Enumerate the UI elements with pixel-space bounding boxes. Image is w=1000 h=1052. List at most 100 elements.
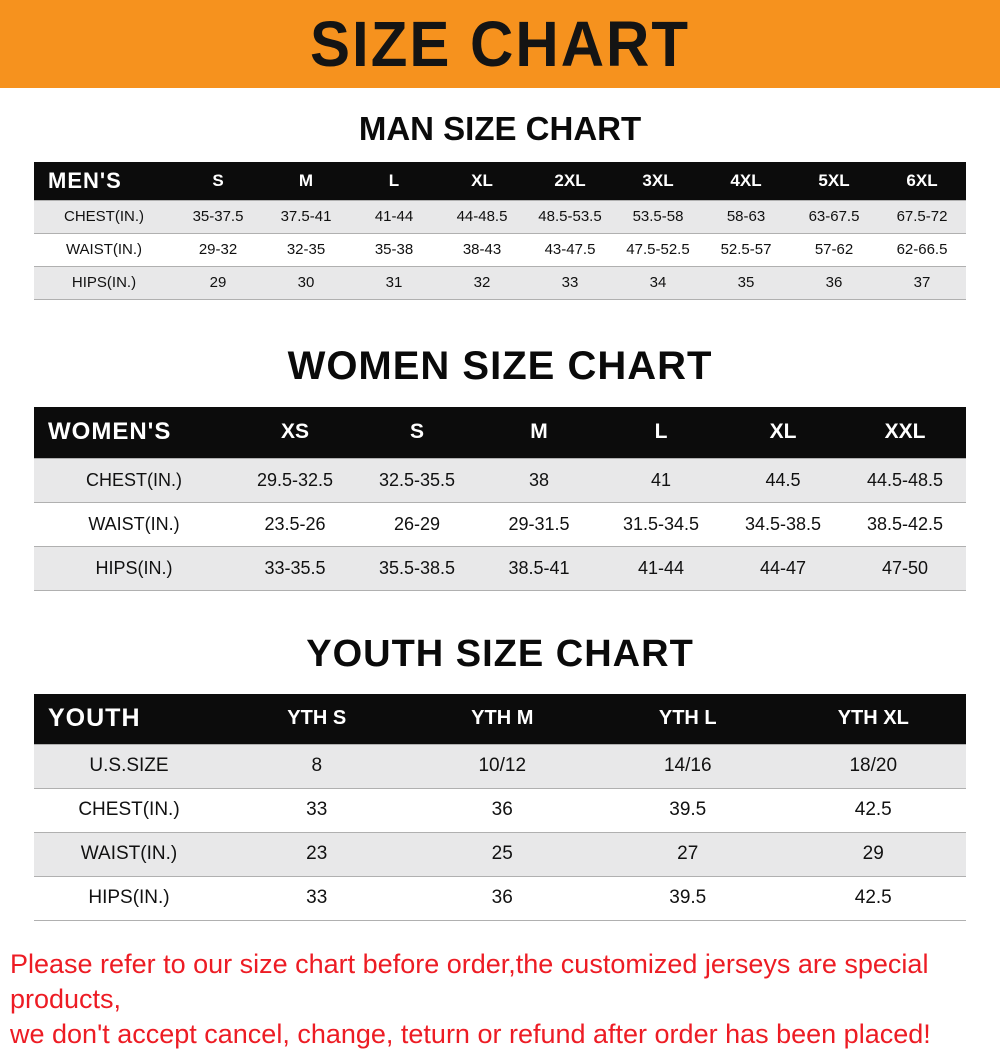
row-label: HIPS(IN.) [95, 558, 173, 578]
table-row: WAIST(IN.) 23.5-26 26-29 29-31.5 31.5-34.5 34… [34, 502, 966, 547]
column-header: XL [769, 420, 797, 444]
table-cell: 67.5-72 [896, 208, 948, 225]
header-row: MEN'S S M L XL 2XL 3XL 4XL 5XL 6XL [34, 162, 966, 200]
table-cell: 29-31.5 [508, 514, 570, 534]
header-row: WOMEN'S XS S M L XL XXL [34, 406, 966, 459]
table-cell: 23 [306, 843, 328, 864]
man-size-table: MEN'S S M L XL 2XL 3XL 4XL 5XL 6XL CHEST(IN.) 35-37… [34, 162, 966, 300]
table-row: HIPS(IN.) 33-35.5 35.5-38.5 38.5-41 41-44 44-… [34, 546, 966, 591]
table-cell: 47.5-52.5 [626, 241, 690, 258]
table-corner-label: WOMEN'S [48, 418, 172, 446]
table-cell: 44.5-48.5 [866, 470, 944, 490]
column-header: XXL [884, 420, 926, 444]
column-header: YTH L [658, 707, 717, 730]
row-label: HIPS(IN.) [71, 274, 137, 291]
table-cell: 25 [491, 843, 513, 864]
table-cell: 47-50 [881, 558, 929, 578]
table-cell: 53.5-58 [632, 208, 684, 225]
table-cell: 62-66.5 [896, 241, 948, 258]
table-cell: 26-29 [393, 514, 441, 534]
column-header: 4XL [730, 170, 762, 190]
row-label: CHEST(IN.) [86, 470, 182, 490]
table-cell: 36 [491, 799, 513, 820]
table-cell: 39.5 [669, 799, 707, 820]
row-label: HIPS(IN.) [88, 887, 170, 908]
table-row: CHEST(IN.) 35-37.5 37.5-41 41-44 44-48.5 48.5… [34, 200, 966, 233]
column-header: XL [471, 170, 493, 190]
table-cell: 8 [311, 755, 323, 776]
row-label: U.S.SIZE [89, 755, 169, 776]
table-corner-label: MEN'S [48, 167, 122, 193]
table-row: WAIST(IN.) 29-32 32-35 35-38 38-43 43-47.5 47.… [34, 233, 966, 266]
table-cell: 33 [561, 274, 579, 291]
table-cell: 42.5 [854, 799, 892, 820]
row-label: CHEST(IN.) [64, 208, 144, 225]
table-cell: 44.5 [765, 470, 801, 490]
column-header: M [298, 170, 314, 190]
table-cell: 32-35 [286, 241, 326, 258]
table-cell: 34.5-38.5 [744, 514, 822, 534]
table-cell: 37.5-41 [280, 208, 332, 225]
table-cell: 31.5-34.5 [622, 514, 700, 534]
table-cell: 38.5-41 [508, 558, 570, 578]
table-cell: 39.5 [669, 887, 707, 908]
banner: SIZE CHART [0, 0, 1000, 88]
table-cell: 63-67.5 [808, 208, 860, 225]
table-cell: 18/20 [849, 755, 898, 776]
column-header: 2XL [554, 170, 586, 190]
header-row: YOUTH YTH S YTH M YTH L YTH XL [34, 694, 966, 744]
table-row: HIPS(IN.) 29 30 31 32 33 34 35 36 37 [34, 266, 966, 299]
man-size-section: MAN SIZE CHART MEN'S S M L XL 2XL 3XL 4XL 5XL 6XL… [0, 88, 1000, 300]
table-cell: 10/12 [478, 755, 527, 776]
table-cell: 36 [491, 887, 513, 908]
table-cell: 52.5-57 [720, 241, 772, 258]
youth-size-table: YOUTH YTH S YTH M YTH L YTH XL U.S.SIZE 8 10/12… [34, 694, 966, 921]
table-cell: 41 [650, 470, 672, 490]
table-cell: 58-63 [726, 208, 766, 225]
table-corner-label: YOUTH [48, 704, 141, 733]
table-cell: 42.5 [854, 887, 892, 908]
table-cell: 57-62 [814, 241, 854, 258]
page-title: SIZE CHART [310, 8, 690, 80]
table-row: U.S.SIZE 8 10/12 14/16 18/20 [34, 744, 966, 788]
row-label: WAIST(IN.) [88, 514, 180, 534]
table-cell: 38 [528, 470, 550, 490]
column-header: M [530, 420, 548, 444]
note-line-1: Please refer to our size chart before or… [10, 948, 929, 1014]
column-header: 3XL [642, 170, 674, 190]
row-label: CHEST(IN.) [78, 799, 180, 820]
column-header: YTH M [471, 707, 534, 730]
table-cell: 35-38 [374, 241, 414, 258]
women-size-section: WOMEN SIZE CHART WOMEN'S XS S M L XL XXL CHEST(… [0, 300, 1000, 592]
table-cell: 37 [913, 274, 931, 291]
youth-section-title: YOUTH SIZE CHART [306, 633, 694, 675]
table-cell: 43-47.5 [544, 241, 596, 258]
table-cell: 32.5-35.5 [378, 470, 456, 490]
note-line-2: we don't accept cancel, change, teturn o… [10, 1018, 931, 1049]
table-cell: 33 [306, 799, 328, 820]
table-cell: 23.5-26 [264, 514, 326, 534]
table-cell: 38.5-42.5 [866, 514, 944, 534]
table-cell: 29 [209, 274, 227, 291]
footer-note: Please refer to our size chart before or… [10, 947, 992, 1052]
table-cell: 48.5-53.5 [538, 208, 602, 225]
column-header: 5XL [818, 170, 850, 190]
table-row: CHEST(IN.) 33 36 39.5 42.5 [34, 788, 966, 832]
table-cell: 36 [825, 274, 843, 291]
row-label: WAIST(IN.) [65, 241, 143, 258]
table-cell: 32 [473, 274, 491, 291]
table-row: WAIST(IN.) 23 25 27 29 [34, 832, 966, 876]
table-cell: 44-47 [759, 558, 807, 578]
table-row: CHEST(IN.) 29.5-32.5 32.5-35.5 38 41 44.5 44.5… [34, 458, 966, 503]
table-row: HIPS(IN.) 33 36 39.5 42.5 [34, 876, 966, 920]
table-cell: 14/16 [663, 755, 712, 776]
row-label: WAIST(IN.) [80, 843, 178, 864]
table-cell: 29-32 [198, 241, 238, 258]
women-section-title: WOMEN SIZE CHART [287, 343, 713, 388]
table-cell: 35.5-38.5 [378, 558, 456, 578]
table-cell: 27 [677, 843, 699, 864]
table-cell: 29.5-32.5 [256, 470, 334, 490]
table-cell: 41-44 [374, 208, 414, 225]
man-section-title: MAN SIZE CHART [358, 110, 642, 147]
